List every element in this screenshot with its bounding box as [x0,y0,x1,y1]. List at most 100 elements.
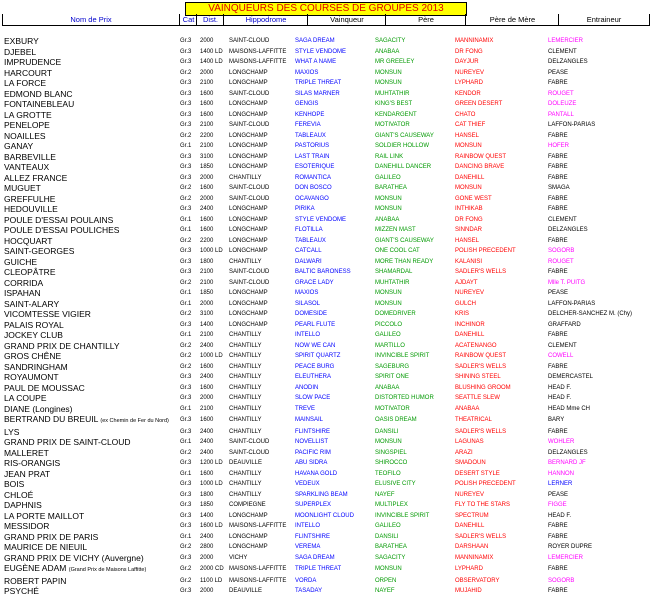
race-name: EDMOND BLANC [4,88,73,99]
dam-sire-cell: DARSHAAN [455,544,489,550]
dam-sire-cell: DAYJUR [455,59,479,65]
sire-cell: SOLDIER HOLLOW [375,143,430,149]
dam-sire-cell: DR FONG [455,48,483,55]
distance-cell: 3100 [200,311,214,317]
table-row: LA GROTTE Gr.3 1600 LONGCHAMP KENHOPE KENDARG… [4,110,644,121]
dam-sire-cell: SADLER'S WELLS [455,269,507,275]
racecourse-cell: MAISONS-LAFFITTE [229,577,287,584]
distance-cell: 2100 [200,122,214,128]
dam-sire-cell: LYPHARD [455,566,483,572]
sire-cell: ORPEN [375,577,397,584]
racecourse-cell: SAINT-CLOUD [229,90,270,97]
race-name-cell: GREFFULHE [4,194,180,205]
race-name-cell: DIANE (Longines) [4,404,180,415]
winner-cell: PEACE BURG [295,363,335,370]
trainer-cell: ROUGET [548,90,574,97]
winner-cell: VEDEUX [295,481,320,487]
racecourse-cell: LONGCHAMP [229,206,268,212]
table-row: RIS-ORANGIS Gr.3 1200 LD DEAUVILLE ABU SIDRA… [4,458,644,469]
sire-cell: ANABAA [375,216,400,223]
trainer-cell: CLEMENT [548,48,577,55]
trainer-cell: GRAFFARD [548,321,581,328]
distance-cell: 2400 [200,374,214,380]
category-cell: Gr.1 [180,216,192,223]
trainer-cell: FABRE [548,164,568,170]
trainer-cell: DELCHER-SANCHEZ M. (Chy) [548,311,633,317]
distance-cell: 2000 [200,69,214,76]
trainer-cell: FABRE [548,566,568,572]
distance-cell: 2100 [200,405,214,412]
distance-cell: 1400 [200,512,214,519]
race-name-cell: PSYCHÉ [4,586,180,597]
trainer-cell: HOFER [548,143,569,149]
race-name: IMPRUDENCE [4,57,62,67]
race-name: CLEOPÂTRE [4,267,56,277]
racecourse-cell: SAINT-CLOUD [229,38,270,44]
header-vainqueur: Vainqueur [307,14,386,25]
sire-cell: DANSILI [375,533,399,540]
winner-cell: INTELLO [295,523,321,529]
racecourse-cell: LONGCHAMP [229,533,268,540]
race-name-cell: LA GROTTE [4,110,180,121]
race-name-cell: LA PORTE MAILLOT [4,511,180,522]
racecourse-cell: LONGCHAMP [229,248,268,254]
race-name-cell: GUICHE [4,257,180,268]
race-name-cell: MALLERET [4,448,180,459]
winner-cell: SAGA DREAM [295,554,335,561]
category-cell: Gr.3 [180,384,192,391]
trainer-cell: LAFFON-PARIAS [548,122,596,128]
table-row: ALLEZ FRANCE Gr.3 2000 CHANTILLY ROMANTICA GA… [4,173,644,184]
race-name: LA GROTTE [4,109,52,120]
dam-sire-cell: RAINBOW QUEST [455,153,507,160]
table-row: LYS Gr.3 2400 CHANTILLY FLINTSHIRE DANSILI SAD… [4,427,644,438]
sire-cell: TEOFILO [375,470,401,477]
dam-sire-cell: ACATENANGO [455,342,497,349]
header-cat: Cat [179,14,197,25]
race-name-note: (ex Chemin de Fer du Nord) [100,418,169,424]
distance-cell: 2000 [200,554,214,561]
table-row: VICOMTESSE VIGIER Gr.2 3100 LONGCHAMP DOMESI… [4,309,644,320]
racecourse-cell: LONGCHAMP [229,164,268,170]
race-name-cell: MUGUET [4,183,180,194]
category-cell: Gr.3 [180,523,192,529]
sire-cell: KENDARGENT [375,111,417,118]
trainer-cell: BARY [548,417,565,423]
trainer-cell: FABRE [548,237,568,244]
dam-sire-cell: SPECTRUM [455,512,489,519]
table-row: NOAILLES Gr.2 2200 LONGCHAMP TABLEAUX GIANT'S… [4,131,644,142]
distance-cell: 1400 LD [200,59,223,65]
table-row: PALAIS ROYAL Gr.3 1400 LONGCHAMP PEARL FLUTE… [4,320,644,331]
category-cell: Gr.2 [180,311,192,317]
page-title: VAINQUEURS DES COURSES DE GROUPES 2013 [185,2,467,16]
winner-cell: SAGA DREAM [295,38,335,44]
category-cell: Gr.1 [180,470,192,477]
table-row: EXBURY Gr.3 2000 SAINT-CLOUD SAGA DREAM SAGAC… [4,36,644,47]
race-name-cell: VICOMTESSE VIGIER [4,309,180,320]
race-name-cell: EUGÈNE ADAM (Grand Prix de Maisons Laffi… [4,563,180,576]
distance-cell: 1850 [200,502,214,508]
race-name: GRAND PRIX DE CHANTILLY [4,340,120,351]
dam-sire-cell: MANNINAMIX [455,38,494,44]
sire-cell: ONE COOL CAT [375,248,420,254]
category-cell: Gr.2 [180,195,192,202]
header-pere-de-mere: Père de Mère [465,14,559,25]
race-name-cell: FONTAINEBLEAU [4,99,180,110]
category-cell: Gr.3 [180,554,192,561]
racecourse-cell: SAINT-CLOUD [229,269,270,275]
race-name-cell: MESSIDOR [4,521,180,532]
race-name-cell: ROBERT PAPIN [4,576,180,587]
winner-cell: SPARKLING BEAM [295,491,348,498]
race-name-cell: HEDOUVILLE [4,204,180,215]
distance-cell: 2000 [200,395,214,401]
distance-cell: 2100 [200,332,214,338]
winner-cell: TRIPLE THREAT [295,566,342,572]
race-name: ALLEZ FRANCE [4,172,68,183]
race-name: ISPAHAN [4,288,41,298]
sire-cell: ANABAA [375,48,400,55]
winner-cell: FEREVIA [295,122,321,128]
racecourse-cell: LONGCHAMP [229,237,268,244]
results-table: EXBURY Gr.3 2000 SAINT-CLOUD SAGA DREAM SAGAC… [4,36,644,597]
winner-cell: KENHOPE [295,111,325,118]
winner-cell: BALTIC BARONESS [295,269,351,275]
race-name-cell: BOIS [4,479,180,490]
